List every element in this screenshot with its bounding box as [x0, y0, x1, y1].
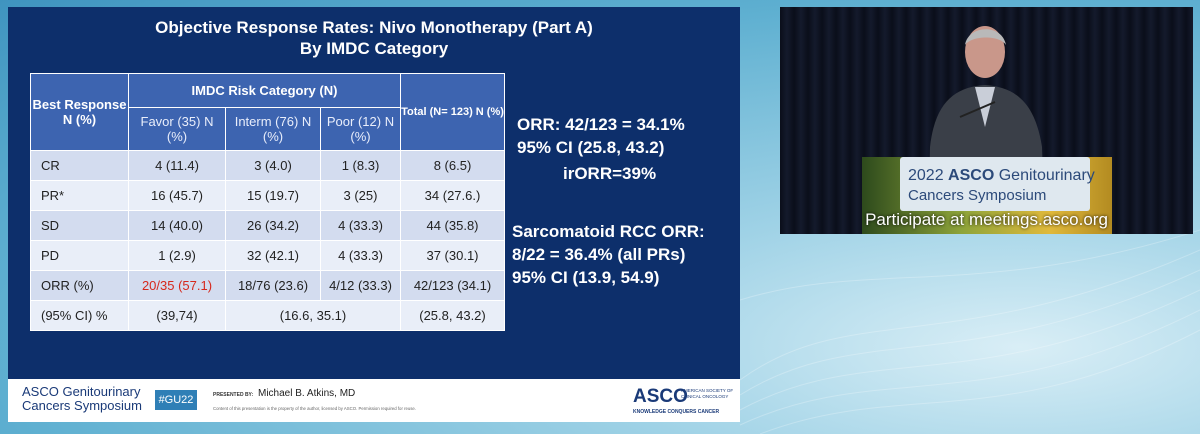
slide-title-line2: By IMDC Category — [299, 39, 449, 58]
speaker-video: 2022 ASCO Genitourinary Cancers Symposiu… — [780, 7, 1193, 234]
sign-brand: ASCO — [948, 167, 995, 184]
cell-poor: 4 (33.3) — [320, 240, 401, 271]
slide-title-line1: Objective Response Rates: Nivo Monothera… — [155, 18, 593, 37]
sign-year: 2022 — [908, 167, 944, 184]
cell-total: 42/123 (34.1) — [400, 270, 505, 301]
cell-poor: 1 (8.3) — [320, 150, 401, 181]
cell-interm: 18/76 (23.6) — [225, 270, 321, 301]
sarc-ci: 95% CI (13.9, 54.9) — [512, 268, 660, 287]
logo-line1: ASCO Genitourinary — [22, 384, 141, 399]
row-label: CR — [30, 150, 129, 181]
cell-favor: (39,74) — [128, 300, 226, 331]
table-row: SD 14 (40.0) 26 (34.2) 4 (33.3) 44 (35.8… — [30, 210, 505, 241]
response-table: Best Response N (%) IMDC Risk Category (… — [30, 73, 505, 331]
orr-text: ORR: 42/123 = 34.1% — [517, 115, 685, 134]
cell-poor: 4 (33.3) — [320, 210, 401, 241]
table-row: CR 4 (11.4) 3 (4.0) 1 (8.3) 8 (6.5) — [30, 150, 505, 181]
asco-logo: ASCO — [633, 386, 688, 407]
podium-sign — [900, 157, 1090, 211]
sign-line1: 2022 ASCO Genitourinary — [908, 167, 1095, 185]
cell-total: 37 (30.1) — [400, 240, 505, 271]
sarcomatoid-summary: Sarcomatoid RCC ORR: 8/22 = 36.4% (all P… — [512, 220, 705, 289]
header-imdc-group: IMDC Risk Category (N) — [128, 73, 401, 108]
presenter-name: Michael B. Atkins, MD — [258, 388, 356, 399]
gu-symposium-logo: ASCO Genitourinary Cancers Symposium — [22, 385, 142, 413]
cell-favor-highlight: 20/35 (57.1) — [128, 270, 226, 301]
slide-title: Objective Response Rates: Nivo Monothera… — [8, 17, 740, 59]
header-total: Total (N= 123) N (%) — [400, 73, 505, 151]
row-label: PD — [30, 240, 129, 271]
sign-rest: Genitourinary — [998, 167, 1095, 184]
row-label: ORR (%) — [30, 270, 129, 301]
cell-interm-poor: (16.6, 35.1) — [225, 300, 401, 331]
sarc-title: Sarcomatoid RCC ORR: — [512, 222, 705, 241]
orr-ci-text: 95% CI (25.8, 43.2) — [517, 138, 665, 157]
asco-subtitle: AMERICAN SOCIETY OF CLINICAL ONCOLOGY — [681, 388, 734, 399]
row-label: PR* — [30, 180, 129, 211]
cell-interm: 15 (19.7) — [225, 180, 321, 211]
slide-footer: ASCO Genitourinary Cancers Symposium #GU… — [8, 379, 740, 422]
asco-tagline: KNOWLEDGE CONQUERS CANCER — [633, 409, 720, 415]
cell-interm: 26 (34.2) — [225, 210, 321, 241]
cell-poor: 4/12 (33.3) — [320, 270, 401, 301]
cell-favor: 4 (11.4) — [128, 150, 226, 181]
cell-total: 44 (35.8) — [400, 210, 505, 241]
cell-interm: 32 (42.1) — [225, 240, 321, 271]
subheader-favor: Favor (35) N (%) — [128, 107, 226, 151]
logo-line2: Cancers Symposium — [22, 398, 142, 413]
row-label: SD — [30, 210, 129, 241]
presentation-slide: Objective Response Rates: Nivo Monothera… — [8, 7, 740, 422]
row-label: (95% CI) % — [30, 300, 129, 331]
table-row: PD 1 (2.9) 32 (42.1) 4 (33.3) 37 (30.1) — [30, 240, 505, 271]
table-row: ORR (%) 20/35 (57.1) 18/76 (23.6) 4/12 (… — [30, 270, 505, 301]
cell-total: 34 (27.6.) — [400, 180, 505, 211]
presented-by-label: PRESENTED BY: — [213, 392, 254, 398]
cell-favor: 16 (45.7) — [128, 180, 226, 211]
cell-poor: 3 (25) — [320, 180, 401, 211]
table-row: PR* 16 (45.7) 15 (19.7) 3 (25) 34 (27.6.… — [30, 180, 505, 211]
table-row: (95% CI) % (39,74) (16.6, 35.1) (25.8, 4… — [30, 300, 505, 331]
hashtag-badge: #GU22 — [155, 390, 197, 410]
subheader-interm: Interm (76) N (%) — [225, 107, 321, 151]
sign-line2: Cancers Symposium — [908, 187, 1047, 204]
cell-interm: 3 (4.0) — [225, 150, 321, 181]
orr-summary: ORR: 42/123 = 34.1% 95% CI (25.8, 43.2) … — [517, 113, 685, 185]
participate-caption: Participate at meetings.asco.org — [865, 210, 1108, 229]
cell-favor: 14 (40.0) — [128, 210, 226, 241]
cell-total: (25.8, 43.2) — [400, 300, 505, 331]
subheader-poor: Poor (12) N (%) — [320, 107, 401, 151]
disclaimer: Content of this presentation is the prop… — [213, 406, 417, 411]
cell-total: 8 (6.5) — [400, 150, 505, 181]
irorr-text: irORR=39% — [563, 164, 657, 183]
header-best-response: Best Response N (%) — [30, 73, 129, 151]
cell-favor: 1 (2.9) — [128, 240, 226, 271]
sarc-value: 8/22 = 36.4% (all PRs) — [512, 245, 686, 264]
